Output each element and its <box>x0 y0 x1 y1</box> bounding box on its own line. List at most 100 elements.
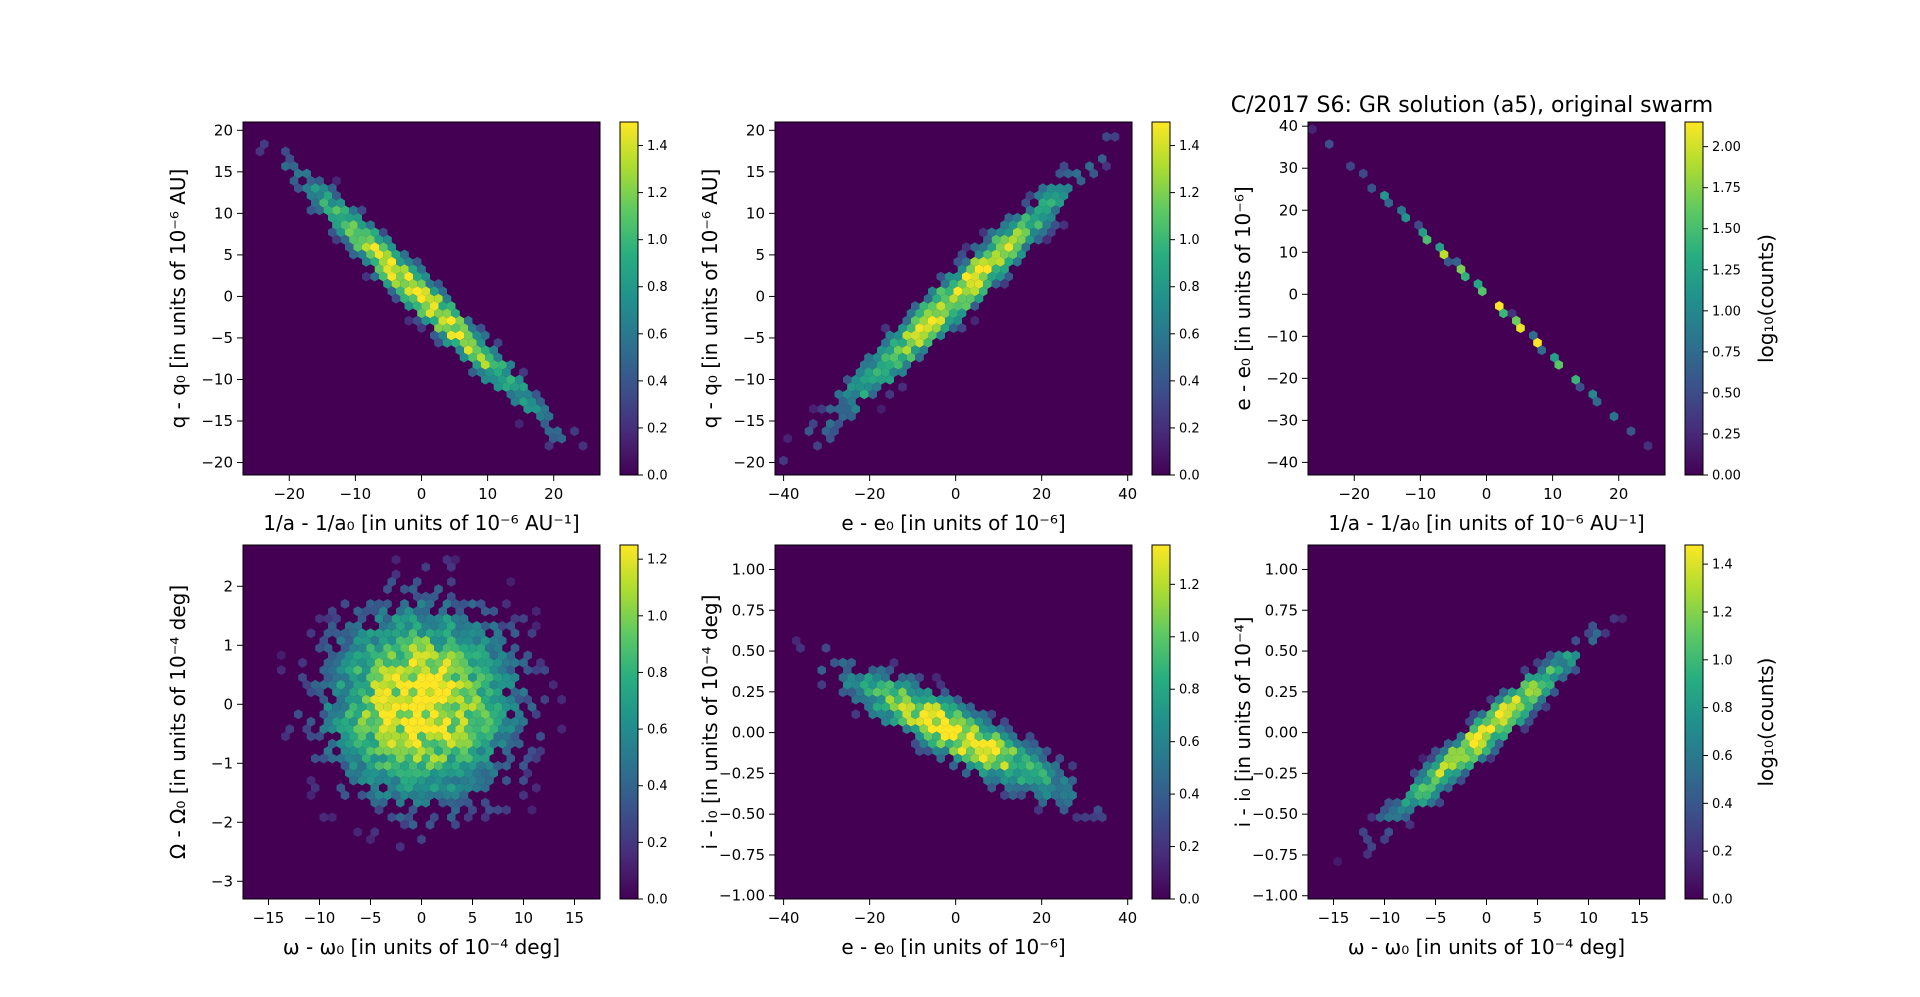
hexbin-cell <box>468 337 477 348</box>
hexbin-cell <box>472 679 481 690</box>
hexbin-cell <box>370 227 379 238</box>
hexbin-cell <box>1363 834 1372 845</box>
hexbin-cell <box>1499 716 1508 727</box>
hexbin-cell <box>1038 183 1047 194</box>
hexbin-cell <box>306 687 316 698</box>
hexbin-cell <box>1516 687 1525 698</box>
hexbin-cell <box>860 679 869 690</box>
hexbin-cell <box>889 702 899 712</box>
hexbin-cell <box>391 702 401 712</box>
hexbin-cell <box>834 389 843 400</box>
colorbar-tick-label: 1.0 <box>1179 630 1200 645</box>
hexbin-cell <box>1325 139 1334 149</box>
hexbin-cell <box>1431 760 1440 771</box>
hexbin-cell <box>498 665 507 676</box>
hexbin-cell <box>1051 190 1060 201</box>
hexbin-cell <box>949 731 958 742</box>
hexbin-cell <box>1021 242 1030 253</box>
hexbin-cell <box>860 360 869 370</box>
hexbin-cell <box>349 746 358 756</box>
hexbin-cell <box>447 576 456 587</box>
hexbin-cell <box>391 264 401 275</box>
hexbin-cell <box>383 279 392 289</box>
hexbin-cell <box>464 650 473 661</box>
hexbin-cell <box>1533 657 1542 668</box>
hexbin-cell <box>957 264 967 275</box>
hexbin-cell <box>481 360 490 370</box>
hexbin-cell <box>430 665 439 676</box>
hexbin-cell <box>1465 716 1474 727</box>
hexbin-cell <box>438 694 447 705</box>
hexbin-cell <box>413 768 422 779</box>
hexbin-cell <box>476 746 486 756</box>
hexbin-cell <box>1507 308 1517 319</box>
hexbin-cell <box>991 731 1001 742</box>
hexbin-cell <box>1000 746 1009 756</box>
hexbin-cell <box>421 724 430 734</box>
hexbin-cell <box>425 628 435 639</box>
hexbin-cell <box>970 256 979 267</box>
hexbin-cell <box>1529 679 1538 690</box>
y-tick-label: −20 <box>733 454 765 472</box>
hexbin-cell <box>847 382 856 392</box>
hexbin-cell <box>413 709 422 720</box>
hexbin-cell <box>451 657 460 668</box>
hexbin-cell <box>1482 746 1491 756</box>
hexbin-cell <box>349 628 358 639</box>
colorbar-tick-label: 0.6 <box>647 723 668 738</box>
hexbin-cell <box>940 687 950 698</box>
colorbar-tick-label: 0.6 <box>647 327 668 342</box>
hexbin-cell <box>838 657 848 668</box>
hexbin-cell <box>519 367 528 378</box>
hexbin-cell <box>1571 635 1580 646</box>
hexbin-cell <box>493 382 503 392</box>
hexbin-cell <box>336 694 345 705</box>
hexbin-cell <box>387 635 396 646</box>
hexbin-cell <box>306 205 316 216</box>
hexbin-cell <box>277 650 286 661</box>
hexbin-cell <box>485 643 494 653</box>
hexbin-cell <box>1059 790 1069 801</box>
hexbin-cell <box>370 256 379 267</box>
hexbin-cell <box>1444 738 1453 749</box>
y-tick-label: −0.25 <box>1252 764 1298 782</box>
x-tick-label: −20 <box>854 909 886 927</box>
hexbin-cell <box>877 345 886 356</box>
hexbin-cell <box>332 672 341 683</box>
hexbin-cell <box>932 308 941 319</box>
hexbin-cell <box>1541 657 1551 668</box>
hexbin-cell <box>502 805 511 815</box>
hexbin-cell <box>996 242 1005 253</box>
hexbin-cell <box>885 389 894 400</box>
hexbin-cell <box>451 746 460 756</box>
hexbin-cell <box>1025 775 1035 786</box>
hexbin-cell <box>1456 264 1466 275</box>
hexbin-cell <box>451 613 460 624</box>
hexbin-cell <box>987 724 996 734</box>
hexbin-cell <box>1393 812 1402 823</box>
hexbin-cell <box>315 613 324 624</box>
hexbin-cell <box>404 301 413 311</box>
hexbin-cell <box>383 790 392 801</box>
hexbin-cell <box>868 389 877 400</box>
hexbin-cell <box>966 264 975 275</box>
hexbin-cell <box>1093 805 1103 815</box>
y-tick-label: 0.25 <box>1265 683 1298 701</box>
x-tick-label: −5 <box>359 909 381 927</box>
hexbin-cell <box>336 724 345 734</box>
hexbin-cell <box>357 746 367 756</box>
hexbin-cell <box>400 731 409 742</box>
hexbin-cell <box>323 190 333 201</box>
hexbin-cell <box>468 323 477 333</box>
hexbin-cell <box>319 753 328 764</box>
hexbin-cell <box>404 812 413 823</box>
hexbin-cell <box>1008 790 1018 801</box>
hexbin-cell <box>1486 738 1495 749</box>
hexbin-cell <box>519 396 528 407</box>
hexbin-cell <box>379 227 388 238</box>
hexbin-cell <box>379 694 388 705</box>
hexbin-cell <box>353 724 362 734</box>
colorbar-tick-label: 0.2 <box>647 836 668 851</box>
hexbin-cell <box>425 702 435 712</box>
hexbin-cell <box>408 264 418 275</box>
